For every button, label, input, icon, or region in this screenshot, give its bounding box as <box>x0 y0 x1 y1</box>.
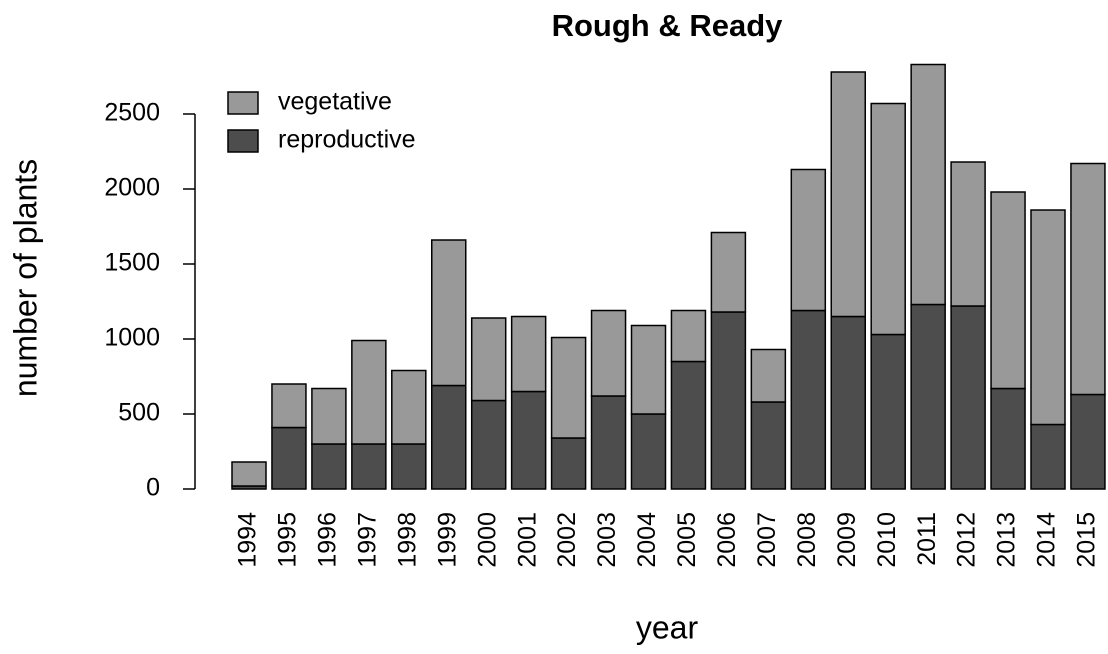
bar-segment <box>510 390 547 490</box>
x-tick-label: 1999 <box>433 512 461 568</box>
bar-segment <box>630 324 667 415</box>
bar-segment <box>630 413 667 490</box>
x-axis-label: year <box>636 609 699 645</box>
bar-segment <box>870 102 906 336</box>
x-tick-label: 2008 <box>793 512 821 568</box>
x-tick-label: 2004 <box>633 512 661 568</box>
bar-segment <box>830 71 866 318</box>
bar-segment <box>271 383 307 429</box>
bar-segment <box>1030 209 1066 426</box>
x-tick-label: 2011 <box>913 512 941 566</box>
bar-segment <box>870 333 906 490</box>
x-tick-label: 2014 <box>1033 512 1061 568</box>
x-tick-label: 2012 <box>953 512 981 568</box>
legend-label: vegetative <box>278 88 392 116</box>
y-axis-label: number of plants <box>7 159 43 397</box>
bar-segment <box>510 315 547 393</box>
y-tick-label: 0 <box>146 474 160 502</box>
y-tick-label: 500 <box>118 399 160 427</box>
x-tick-label: 2000 <box>473 512 501 568</box>
x-tick-label: 1995 <box>274 512 302 568</box>
legend-label: reproductive <box>278 126 416 154</box>
x-tick-label: 2005 <box>673 512 701 568</box>
bar-segment <box>750 401 787 490</box>
chart-title: Rough & Ready <box>552 8 784 43</box>
bar-segment <box>990 387 1026 490</box>
x-tick-label: 2006 <box>713 512 741 568</box>
x-tick-label: 1994 <box>234 512 262 568</box>
bar-segment <box>391 443 427 490</box>
bar-segment <box>750 348 787 403</box>
bar-segment <box>910 303 946 490</box>
y-tick-label: 2000 <box>104 174 160 202</box>
bar-segment <box>351 339 387 445</box>
y-tick-label: 2500 <box>104 99 160 127</box>
bar-segment <box>590 309 627 397</box>
bar-segment <box>590 395 627 490</box>
bar-segment <box>950 161 986 307</box>
bar-segment <box>990 191 1026 390</box>
bar-segment <box>311 443 347 490</box>
bar-segment <box>231 461 267 487</box>
bar-segment <box>311 387 347 445</box>
bar-segment <box>351 443 387 490</box>
bar-segment <box>391 369 427 445</box>
bar-segment <box>470 399 507 490</box>
bar-segment <box>830 315 866 490</box>
x-tick-label: 2002 <box>553 512 581 568</box>
bar-segment <box>271 426 307 490</box>
bar-segment <box>431 384 467 490</box>
x-tick-label: 1997 <box>353 512 381 568</box>
x-tick-label: 1998 <box>393 512 421 568</box>
legend-swatch <box>227 91 259 115</box>
y-tick-label: 1500 <box>104 249 160 277</box>
bar-segment <box>710 231 747 313</box>
x-tick-label: 2010 <box>873 512 901 568</box>
bar-segment <box>790 309 827 490</box>
x-tick-label: 2001 <box>513 512 541 568</box>
bar-segment <box>550 336 587 439</box>
bar-segment <box>470 317 507 402</box>
x-tick-label: 2015 <box>1073 512 1101 568</box>
x-tick-label: 2007 <box>753 512 781 568</box>
bar-segment <box>550 437 587 490</box>
bar-segment <box>670 360 707 490</box>
bar-segment <box>790 168 827 312</box>
bar-segment <box>950 305 986 490</box>
bar-segment <box>710 311 747 490</box>
bar-segment <box>1070 393 1106 490</box>
bar-segment <box>670 309 707 363</box>
bar-segment <box>1070 162 1106 396</box>
x-tick-label: 2009 <box>833 512 861 568</box>
x-tick-label: 2013 <box>993 512 1021 568</box>
x-tick-label: 2003 <box>593 512 621 568</box>
legend-swatch <box>227 129 259 153</box>
bar-segment <box>431 239 467 387</box>
bar-segment <box>1030 423 1066 490</box>
bar-segment <box>910 63 946 306</box>
y-tick-label: 1000 <box>104 324 160 352</box>
x-tick-label: 1996 <box>314 512 342 568</box>
